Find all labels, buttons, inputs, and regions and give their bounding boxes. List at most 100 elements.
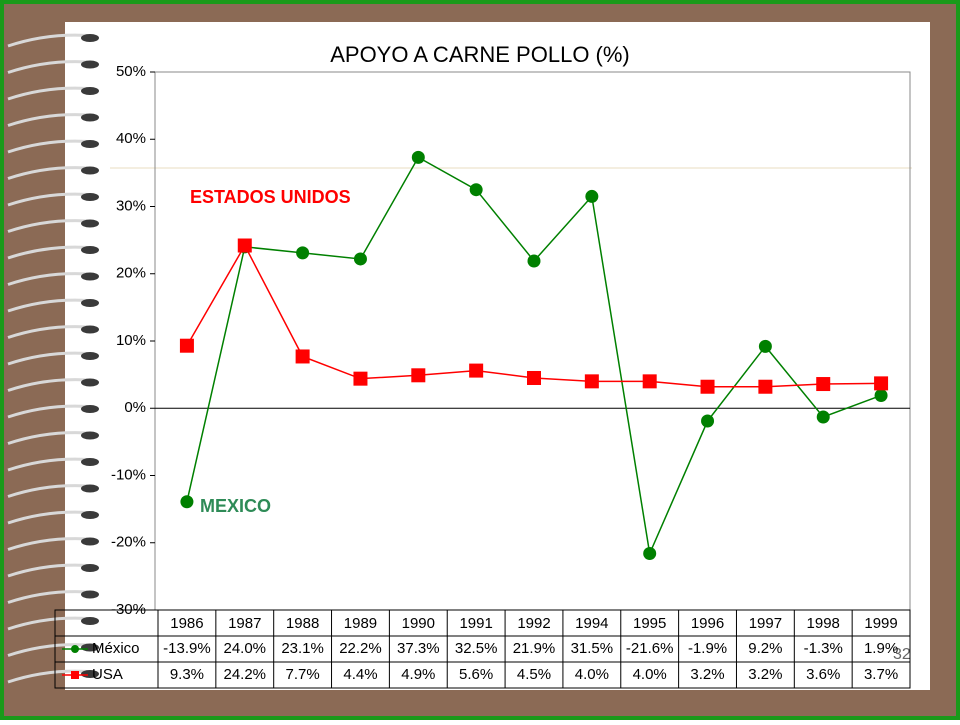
table-value: 9.2% — [748, 640, 782, 657]
point — [353, 252, 367, 266]
y-tick-label: 20% — [116, 265, 146, 282]
table-value: 24.0% — [223, 640, 266, 657]
spiral-hole — [81, 484, 99, 493]
table-value: 24.2% — [223, 666, 266, 683]
point — [643, 547, 657, 561]
x-tick-label: 1997 — [749, 615, 782, 632]
spiral-hole — [81, 299, 99, 307]
x-tick-label: 1995 — [633, 615, 666, 632]
point — [296, 246, 310, 260]
table-value: 3.6% — [806, 666, 840, 683]
y-tick-label: 30% — [116, 197, 146, 214]
spiral-hole — [81, 219, 99, 228]
point — [469, 363, 484, 378]
x-tick-label: 1994 — [575, 615, 608, 632]
table-value: 3.2% — [690, 666, 724, 683]
point — [758, 339, 772, 353]
spiral-hole — [81, 60, 99, 69]
spiral-hole — [81, 140, 99, 148]
legend-marker — [71, 645, 79, 653]
spiral-hole — [81, 590, 99, 599]
legend-label: USA — [92, 666, 123, 683]
chart-title: APOYO A CARNE POLLO (%) — [330, 42, 630, 67]
annotation: ESTADOS UNIDOS — [190, 187, 351, 207]
annotation: MEXICO — [200, 496, 271, 516]
table-value: 4.0% — [633, 666, 667, 683]
point — [527, 370, 541, 385]
table-value: 31.5% — [571, 640, 614, 657]
table-value: -21.6% — [626, 640, 674, 657]
point — [411, 368, 426, 383]
table-value: 4.9% — [401, 666, 435, 683]
table-value: 21.9% — [513, 640, 556, 657]
x-tick-label: 1996 — [691, 615, 724, 632]
point — [584, 374, 599, 389]
table-value: 9.3% — [170, 666, 204, 683]
point — [816, 410, 830, 424]
point — [295, 349, 310, 364]
point — [353, 371, 368, 386]
spiral-hole — [81, 458, 99, 466]
point — [874, 376, 889, 391]
point — [700, 379, 715, 394]
spiral-hole — [81, 193, 99, 201]
slide-number: 32 — [893, 646, 911, 663]
table-value: 7.7% — [286, 666, 320, 683]
table-value: 5.6% — [459, 666, 493, 683]
spiral-hole — [81, 325, 99, 334]
point — [816, 377, 831, 392]
spiral-hole — [81, 166, 99, 175]
table-value: 4.5% — [517, 666, 551, 683]
point — [527, 254, 541, 268]
y-tick-label: 0% — [124, 399, 146, 416]
y-tick-label: 10% — [116, 332, 146, 349]
spiral-hole — [81, 405, 99, 413]
point — [237, 238, 252, 253]
point — [874, 388, 888, 402]
slide-area — [65, 22, 930, 690]
point — [180, 495, 194, 509]
table-value: 1.9% — [864, 640, 898, 657]
point — [469, 183, 483, 197]
y-tick-label: 50% — [116, 63, 146, 80]
y-tick-label: -10% — [111, 466, 146, 483]
legend-marker — [71, 671, 79, 679]
point — [179, 338, 194, 353]
table-value: -1.9% — [688, 640, 727, 657]
table-value: 4.4% — [343, 666, 377, 683]
y-tick-label: 40% — [116, 130, 146, 147]
spiral-hole — [81, 87, 99, 95]
spiral-hole — [81, 617, 99, 625]
y-tick-label: -20% — [111, 534, 146, 551]
x-tick-label: 1988 — [286, 615, 319, 632]
x-tick-label: 1989 — [344, 615, 377, 632]
x-tick-label: 1986 — [170, 615, 203, 632]
table-value: 23.1% — [281, 640, 324, 657]
table-value: 3.2% — [748, 666, 782, 683]
point — [758, 379, 773, 394]
spiral-hole — [81, 34, 99, 42]
spiral-binding — [7, 33, 99, 684]
spiral-hole — [81, 378, 99, 387]
spiral-hole — [81, 431, 99, 440]
x-tick-label: 1992 — [517, 615, 550, 632]
table-value: 32.5% — [455, 640, 498, 657]
legend-label: México — [92, 640, 140, 657]
spiral-hole — [81, 537, 99, 546]
spiral-hole — [81, 670, 99, 678]
x-tick-label: 1990 — [402, 615, 435, 632]
spiral-hole — [81, 564, 99, 572]
spiral-hole — [81, 511, 99, 519]
table-value: 4.0% — [575, 666, 609, 683]
table-value: -13.9% — [163, 640, 211, 657]
spiral-hole — [81, 113, 99, 122]
x-tick-label: 1999 — [864, 615, 897, 632]
x-tick-label: 1991 — [459, 615, 492, 632]
spiral-hole — [81, 272, 99, 281]
table-value: 37.3% — [397, 640, 440, 657]
y-tick-label: -30% — [111, 601, 146, 618]
table-value: 3.7% — [864, 666, 898, 683]
table-value: -1.3% — [804, 640, 843, 657]
point — [585, 189, 599, 203]
